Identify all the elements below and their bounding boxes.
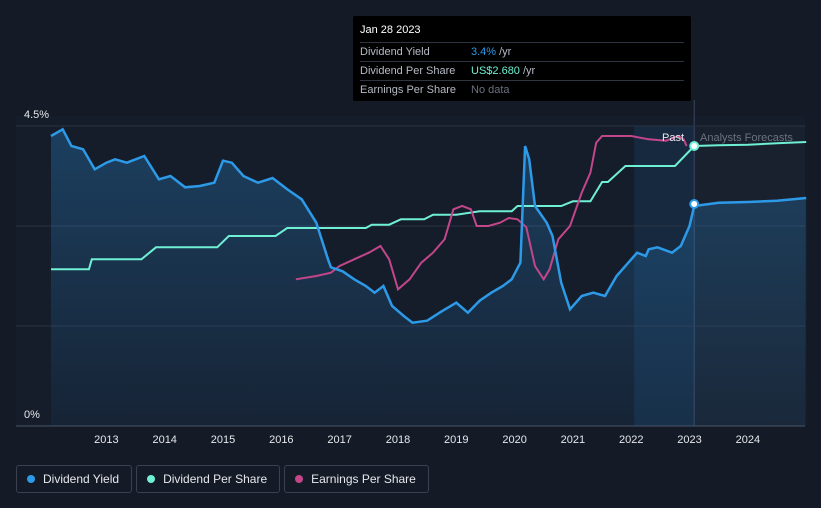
legend-label: Dividend Yield (43, 472, 120, 486)
tooltip-date: Jan 28 2023 (360, 24, 684, 43)
tooltip-row-dividend-yield: Dividend Yield 3.4% /yr (360, 43, 684, 62)
dividend-yield-area (51, 129, 807, 427)
tooltip-row-dividend-per-share: Dividend Per Share US$2.680 /yr (360, 62, 684, 81)
tooltip-value: No data (471, 84, 510, 96)
dividend-yield-line (50, 127, 807, 325)
legend-item-dividend-per-share[interactable]: Dividend Per Share (136, 465, 281, 493)
legend-label: Earnings Per Share (311, 472, 416, 486)
hover-markers (689, 141, 700, 209)
tooltip-value: US$2.680 (471, 65, 520, 77)
legend-dot-icon (27, 475, 35, 483)
x-tick-label: 2019 (444, 434, 468, 446)
tooltip-row-earnings-per-share: Earnings Per Share No data (360, 81, 684, 99)
x-tick-label: 2013 (94, 434, 118, 446)
dividend-per-share-line (51, 141, 807, 271)
dividend-per-share-marker (689, 141, 700, 151)
x-tick-label: 2016 (269, 434, 293, 446)
past-label: Past (662, 132, 684, 144)
legend: Dividend Yield Dividend Per Share Earnin… (16, 465, 429, 493)
x-tick-label: 2022 (619, 434, 643, 446)
tooltip-label: Earnings Per Share (360, 84, 456, 96)
series-lines (50, 127, 807, 427)
legend-dot-icon (147, 475, 156, 483)
x-tick-label: 2017 (327, 434, 351, 446)
y-tick-label: 0% (24, 409, 40, 421)
legend-dot-icon (295, 475, 304, 483)
legend-item-dividend-yield[interactable]: Dividend Yield (16, 465, 133, 493)
tooltip-unit: /yr (522, 65, 536, 77)
tooltip-label: Dividend Per Share (360, 65, 456, 77)
axes: 4.5% 0% 2013 2014 2015 2016 2017 2018 2019 2020 20… (24, 109, 760, 446)
x-tick-label: 2015 (211, 434, 235, 446)
forecast-label: Analysts Forecasts (700, 132, 793, 144)
y-tick-label: 4.5% (24, 109, 49, 121)
tooltip-label: Dividend Yield (360, 46, 430, 58)
x-tick-label: 2024 (736, 434, 760, 446)
x-tick-label: 2020 (502, 434, 526, 446)
x-tick-label: 2021 (561, 434, 585, 446)
tooltip-unit: /yr (499, 46, 512, 58)
dividend-yield-marker (689, 199, 700, 209)
legend-label: Dividend Per Share (163, 472, 268, 486)
x-tick-label: 2018 (386, 434, 410, 446)
tooltip: Jan 28 2023 Dividend Yield 3.4% /yr Divi… (353, 16, 691, 101)
x-tick-label: 2014 (152, 434, 176, 446)
x-tick-label: 2023 (677, 434, 701, 446)
legend-item-earnings-per-share[interactable]: Earnings Per Share (284, 465, 429, 493)
earnings-per-share-line (295, 134, 688, 292)
tooltip-value: 3.4% (471, 46, 497, 58)
